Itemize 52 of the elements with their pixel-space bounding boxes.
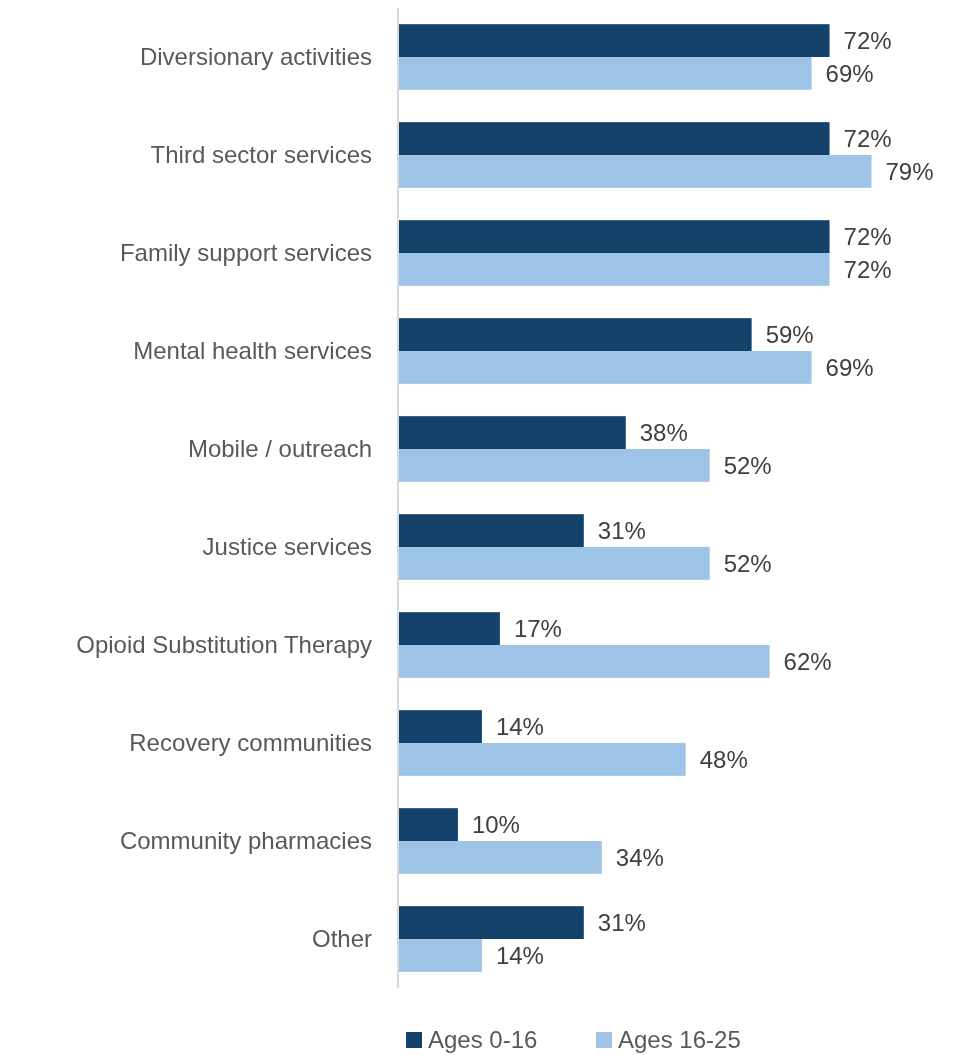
data-label: 69% bbox=[825, 353, 874, 381]
bar bbox=[398, 57, 812, 90]
y-tick-label: Family support services bbox=[119, 239, 372, 267]
data-label: 48% bbox=[699, 745, 748, 773]
data-label: 14% bbox=[495, 712, 544, 740]
bar bbox=[398, 449, 710, 482]
y-tick-label: Other bbox=[311, 925, 372, 953]
data-label: 10% bbox=[471, 810, 520, 838]
bar bbox=[398, 743, 686, 776]
y-tick-label: Mental health services bbox=[133, 337, 372, 365]
legend-label: Ages 16-25 bbox=[618, 1026, 741, 1054]
data-label: 72% bbox=[843, 26, 892, 54]
data-label: 38% bbox=[639, 418, 688, 446]
data-label: 79% bbox=[885, 157, 934, 185]
bar bbox=[398, 253, 830, 286]
bar bbox=[398, 416, 626, 449]
bar bbox=[398, 155, 872, 188]
data-label: 72% bbox=[843, 124, 892, 152]
y-tick-label: Community pharmacies bbox=[119, 827, 372, 855]
data-label: 17% bbox=[513, 614, 562, 642]
bar bbox=[398, 645, 770, 678]
bar bbox=[398, 612, 500, 645]
y-tick-label: Diversionary activities bbox=[139, 43, 372, 71]
bar bbox=[398, 351, 812, 384]
bar bbox=[398, 547, 710, 580]
bar bbox=[398, 24, 830, 57]
data-label: 59% bbox=[765, 320, 814, 348]
y-tick-label: Mobile / outreach bbox=[187, 435, 372, 463]
data-label: 34% bbox=[615, 843, 664, 871]
y-tick-label: Justice services bbox=[202, 533, 372, 561]
y-tick-label: Recovery communities bbox=[129, 729, 372, 757]
data-label: 72% bbox=[843, 255, 892, 283]
bar bbox=[398, 939, 482, 972]
bar bbox=[398, 710, 482, 743]
bar bbox=[398, 808, 458, 841]
y-tick-label: Third sector services bbox=[150, 141, 372, 169]
data-label: 72% bbox=[843, 222, 892, 250]
bar bbox=[398, 220, 830, 253]
data-label: 52% bbox=[723, 549, 772, 577]
bar bbox=[398, 318, 752, 351]
bar bbox=[398, 122, 830, 155]
data-label: 52% bbox=[723, 451, 772, 479]
bar bbox=[398, 841, 602, 874]
data-label: 14% bbox=[495, 941, 544, 969]
data-label: 31% bbox=[597, 516, 646, 544]
data-label: 62% bbox=[783, 647, 832, 675]
y-tick-label: Opioid Substitution Therapy bbox=[76, 631, 372, 659]
legend-label: Ages 0-16 bbox=[428, 1026, 538, 1054]
data-label: 69% bbox=[825, 59, 874, 87]
data-label: 31% bbox=[597, 908, 646, 936]
bar bbox=[398, 514, 584, 547]
bar bbox=[398, 906, 584, 939]
